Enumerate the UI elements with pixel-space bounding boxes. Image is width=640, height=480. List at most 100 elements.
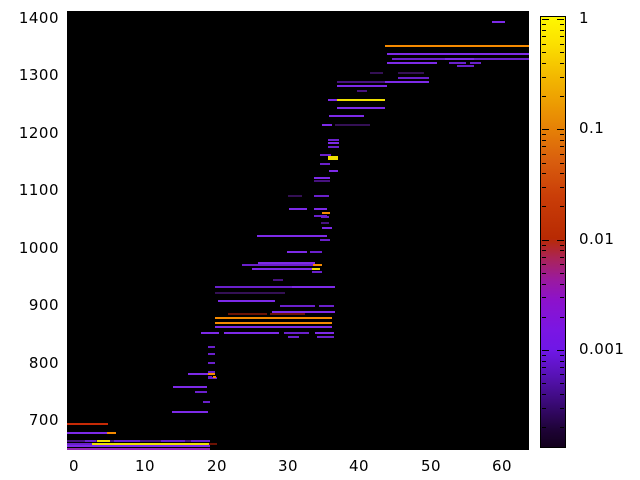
data-segment xyxy=(215,326,333,328)
data-segment xyxy=(207,377,217,380)
data-segment xyxy=(335,123,371,126)
data-segment xyxy=(336,99,386,102)
colorbar-tick xyxy=(542,244,546,246)
colorbar-tick xyxy=(542,250,546,252)
colorbar-tick xyxy=(542,360,546,362)
data-segment xyxy=(67,423,109,425)
data-segment xyxy=(492,20,505,23)
data-segment xyxy=(173,386,208,389)
colorbar-tick xyxy=(560,427,564,428)
colorbar-tick xyxy=(560,256,564,258)
data-segment xyxy=(328,115,364,118)
data-segment xyxy=(313,264,322,266)
data-segment xyxy=(328,146,340,149)
data-segment xyxy=(470,61,481,64)
data-segment xyxy=(328,138,340,141)
colorbar-tick xyxy=(542,393,546,395)
colorbar-tick xyxy=(542,187,546,188)
colorbar-tick xyxy=(542,264,546,266)
data-segment xyxy=(215,286,292,289)
data-segment xyxy=(161,439,186,442)
colorbar-tick-label: 0.01 xyxy=(579,230,615,248)
y-tick-label: 1400 xyxy=(18,9,59,27)
data-segment xyxy=(385,80,429,83)
data-segment xyxy=(208,375,213,378)
colorbar-tick xyxy=(542,297,546,299)
colorbar-tick xyxy=(542,36,546,38)
colorbar-tick xyxy=(560,393,564,395)
data-segment xyxy=(67,445,210,448)
x-tick-label: 40 xyxy=(348,457,370,475)
data-segment xyxy=(208,345,216,348)
colorbar-tick xyxy=(542,129,549,131)
data-segment xyxy=(313,194,329,197)
data-segment xyxy=(313,207,327,210)
colorbar-tick xyxy=(542,367,546,368)
colorbar-tick xyxy=(560,244,564,246)
colorbar-tick xyxy=(542,134,546,136)
colorbar-tick xyxy=(560,52,564,54)
colorbar-tick xyxy=(542,283,546,285)
data-segment xyxy=(283,331,310,334)
colorbar-tick xyxy=(542,162,546,164)
colorbar-tick xyxy=(557,349,564,351)
colorbar-tick xyxy=(560,24,564,25)
colorbar-tick xyxy=(560,354,564,356)
data-segment xyxy=(202,401,211,404)
data-segment xyxy=(215,322,333,324)
data-segment xyxy=(251,268,312,270)
colorbar-tick xyxy=(560,153,564,155)
colorbar-tick xyxy=(560,264,564,266)
colorbar-tick xyxy=(542,153,546,155)
data-segment xyxy=(313,179,331,182)
data-segment xyxy=(273,278,284,281)
colorbar-tick-label: 0.1 xyxy=(579,119,605,137)
colorbar-tick xyxy=(560,29,564,31)
colorbar-tick xyxy=(560,62,564,64)
x-tick-label: 20 xyxy=(206,457,228,475)
plot-area xyxy=(67,11,530,450)
colorbar-tick xyxy=(557,129,564,131)
y-tick-label: 1100 xyxy=(18,181,59,199)
data-segment xyxy=(313,214,327,217)
data-segment xyxy=(92,443,209,446)
data-segment xyxy=(215,291,285,294)
data-segment xyxy=(320,154,331,157)
colorbar-tick xyxy=(542,427,546,428)
colorbar-tick xyxy=(560,272,564,274)
data-segment xyxy=(280,305,316,308)
data-segment xyxy=(328,142,340,145)
data-segment xyxy=(320,238,331,241)
x-tick-label: 10 xyxy=(134,457,156,475)
data-segment xyxy=(398,72,424,75)
data-segment xyxy=(313,177,331,180)
data-segment xyxy=(336,80,386,83)
colorbar-tick xyxy=(560,283,564,285)
data-segment xyxy=(321,123,333,126)
colorbar-tick xyxy=(560,383,564,385)
data-segment xyxy=(171,411,209,413)
y-tick-label: 900 xyxy=(28,296,59,314)
colorbar-tick xyxy=(560,367,564,368)
colorbar-tick xyxy=(557,19,564,20)
colorbar-tick xyxy=(560,96,564,98)
colorbar-tick xyxy=(542,76,546,78)
data-segment xyxy=(208,443,217,446)
data-segment xyxy=(398,76,429,79)
colorbar-tick xyxy=(560,374,564,376)
y-tick-label: 1200 xyxy=(18,124,59,142)
data-segment xyxy=(223,331,280,334)
data-segment xyxy=(286,250,307,253)
data-segment xyxy=(106,432,117,435)
data-segment xyxy=(328,158,339,161)
colorbar-tick xyxy=(542,256,546,258)
data-segment xyxy=(270,313,306,316)
colorbar-tick xyxy=(542,52,546,54)
data-segment xyxy=(320,216,330,219)
data-segment xyxy=(328,156,339,158)
colorbar-tick xyxy=(560,76,564,78)
data-segment xyxy=(195,390,208,393)
colorbar-tick xyxy=(542,173,546,175)
colorbar-tick xyxy=(542,96,546,98)
colorbar-tick xyxy=(542,29,546,31)
